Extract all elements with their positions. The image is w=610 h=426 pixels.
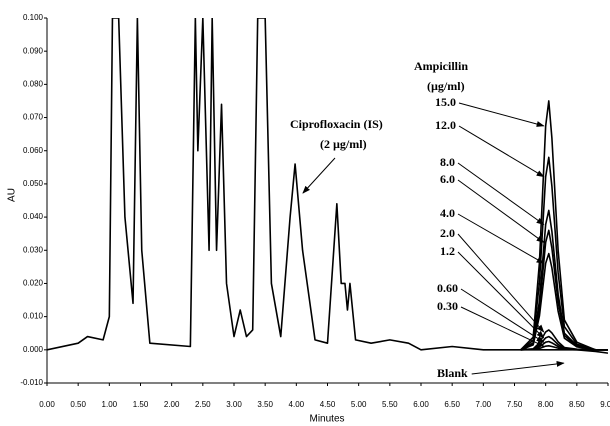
x-tick-label: 8.50	[569, 400, 585, 409]
series-label: 0.30	[437, 299, 458, 313]
x-tick-label: 9.00	[600, 400, 610, 409]
series-label: 12.0	[435, 118, 456, 132]
label-arrow	[460, 306, 545, 347]
annotation: (µg/ml)	[427, 79, 465, 93]
label-arrow	[457, 251, 545, 339]
x-tick-label: 7.00	[476, 400, 492, 409]
y-tick-label: 0.030	[23, 245, 44, 254]
y-tick-label: 0.100	[23, 13, 44, 22]
series-label: 2.0	[440, 226, 455, 240]
series-label: 8.0	[440, 155, 455, 169]
series-label: 1.2	[440, 244, 455, 258]
y-tick-label: 0.070	[23, 113, 44, 122]
annotation: (2 µg/ml)	[320, 137, 367, 151]
x-tick-label: 2.50	[195, 400, 211, 409]
x-tick-label: 1.50	[133, 400, 149, 409]
label-arrow	[458, 102, 545, 127]
plot-area	[47, 18, 608, 354]
x-tick-label: 4.50	[320, 400, 336, 409]
x-tick-label: 8.00	[538, 400, 554, 409]
label-arrow	[457, 233, 545, 333]
chromatogram-trace	[47, 18, 521, 351]
y-tick-label: 0.010	[23, 312, 44, 321]
annotation: Ampicillin	[414, 59, 468, 73]
label-arrow	[460, 288, 545, 343]
series-label: Blank	[437, 366, 468, 380]
x-tick-label: 1.00	[102, 400, 118, 409]
y-tick-label: 0.040	[23, 212, 44, 221]
y-tick-label: 0.060	[23, 146, 44, 155]
y-tick-label: 0.090	[23, 46, 44, 55]
series-label: 0.60	[437, 281, 458, 295]
series-label: 4.0	[440, 206, 455, 220]
x-tick-label: 2.00	[164, 400, 180, 409]
label-arrow	[457, 162, 545, 225]
ampicillin-trace	[520, 156, 608, 351]
y-tick-label: 0.080	[23, 79, 44, 88]
y-tick-label: 0.020	[23, 279, 44, 288]
ampicillin-trace	[520, 100, 608, 351]
x-tick-label: 5.50	[382, 400, 398, 409]
series-label: 15.0	[435, 95, 456, 109]
x-tick-label: 0.00	[39, 400, 55, 409]
x-axis-label: Minutes	[309, 414, 344, 425]
label-arrow	[471, 360, 565, 375]
y-tick-label: 0.050	[23, 179, 44, 188]
label-arrow	[457, 179, 545, 243]
x-tick-label: 6.50	[444, 400, 460, 409]
x-tick-label: 4.00	[289, 400, 305, 409]
y-axis-label: AU	[7, 188, 18, 202]
series-label: 6.0	[440, 172, 455, 186]
x-tick-label: 6.00	[413, 400, 429, 409]
label-arrow	[457, 213, 545, 264]
x-tick-label: 3.50	[257, 400, 273, 409]
x-tick-label: 7.50	[507, 400, 523, 409]
x-tick-label: 5.00	[351, 400, 367, 409]
x-tick-label: 3.00	[226, 400, 242, 409]
y-tick-label: -0.010	[20, 378, 43, 387]
ampicillin-trace	[520, 349, 608, 354]
y-tick-label: 0.000	[23, 345, 44, 354]
label-arrow	[458, 125, 545, 178]
x-tick-label: 0.50	[70, 400, 86, 409]
annotation-arrow	[302, 157, 336, 194]
annotation: Ciprofloxacin (IS)	[290, 117, 383, 131]
